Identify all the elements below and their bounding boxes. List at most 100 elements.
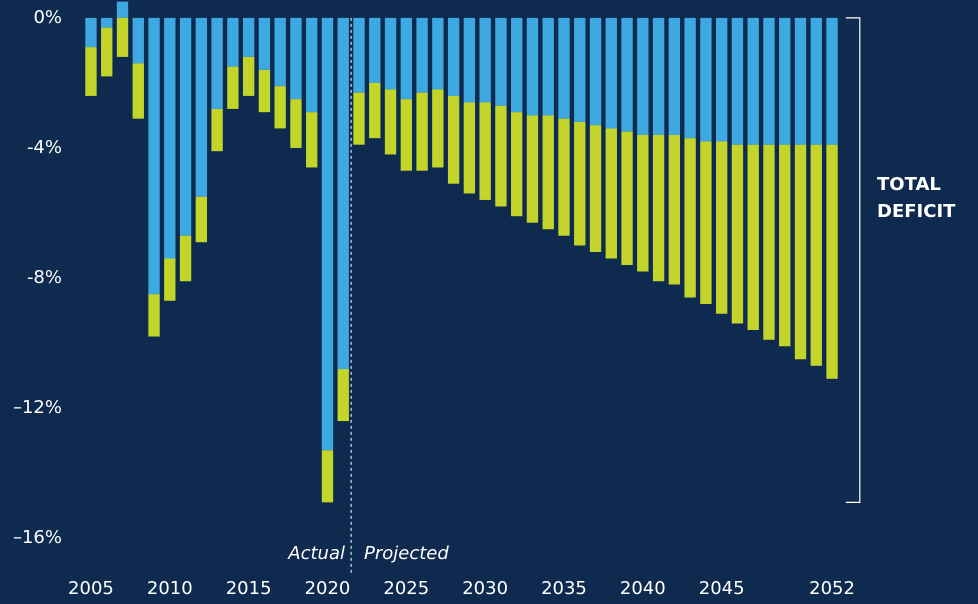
bar-segment: [747, 144, 759, 331]
bar-segment: [306, 17, 318, 113]
bar-segment: [369, 17, 381, 83]
bar-segment: [574, 121, 586, 246]
bar-segment: [779, 144, 791, 347]
bar-segment: [164, 17, 176, 259]
bar-segment: [715, 141, 728, 314]
bar-segment: [384, 17, 397, 90]
bar-segment: [179, 235, 192, 282]
bar-segment: [416, 17, 428, 93]
bar-segment: [290, 99, 302, 148]
bar-segment: [684, 17, 696, 139]
bar-segment: [116, 17, 129, 57]
bar-segment: [274, 17, 286, 87]
bar-segment: [700, 17, 712, 142]
actual-label: Actual: [287, 543, 345, 564]
bar-segment: [652, 134, 665, 282]
bar-segment: [195, 17, 208, 197]
bar-segment: [558, 17, 570, 119]
y-tick-label: –16%: [13, 527, 62, 548]
bar-segment: [779, 17, 791, 145]
bar-segment: [242, 17, 255, 57]
bar-segment: [148, 294, 160, 337]
x-tick-label: 2030: [462, 578, 508, 599]
bar-segment: [621, 17, 633, 132]
x-tick-label: 2040: [620, 578, 666, 599]
bar-segment: [353, 92, 365, 145]
bar-segment: [337, 369, 349, 422]
bar-segment: [605, 128, 617, 259]
bar-segment: [164, 258, 176, 301]
bar-segment: [384, 89, 397, 155]
bar-segment: [637, 17, 649, 135]
bar-segment: [101, 27, 113, 77]
bar-segment: [794, 17, 807, 145]
bar-segment: [432, 17, 444, 90]
bar-segment: [85, 47, 97, 96]
bar-segment: [700, 141, 712, 305]
bar-segment: [763, 144, 775, 340]
bar-segment: [526, 115, 539, 223]
bar-segment: [258, 17, 271, 70]
bar-segment: [794, 144, 807, 360]
bar-segment: [148, 17, 160, 295]
bar-segment: [432, 89, 444, 168]
x-tick-label: 2010: [147, 578, 193, 599]
y-tick-label: -4%: [27, 137, 62, 158]
bar-segment: [463, 102, 476, 194]
bar-segment: [400, 17, 412, 100]
bar-segment: [369, 82, 381, 139]
bar-segment: [826, 144, 838, 379]
bar-segment: [463, 17, 476, 103]
bar-segment: [637, 134, 649, 272]
x-tick-label: 2020: [305, 578, 351, 599]
bar-segment: [227, 17, 239, 67]
bar-segment: [132, 17, 144, 64]
bar-segment: [116, 1, 129, 18]
bar-segment: [400, 99, 412, 171]
bar-segment: [321, 17, 334, 451]
bar-segment: [132, 63, 144, 119]
bar-segment: [353, 17, 365, 93]
bar-segment: [179, 17, 192, 236]
x-tick-label: 2052: [809, 578, 855, 599]
bar-segment: [526, 17, 539, 116]
bar-segment: [479, 17, 491, 103]
bracket-label: TOTAL: [877, 174, 941, 195]
bar-segment: [652, 17, 665, 135]
bar-segment: [495, 105, 507, 207]
bar-segment: [195, 196, 208, 243]
x-tick-label: 2025: [383, 578, 429, 599]
bar-segment: [242, 56, 255, 96]
bar-segment: [574, 17, 586, 122]
bar-segment: [416, 92, 428, 171]
bar-segment: [447, 95, 460, 184]
x-tick-label: 2015: [226, 578, 272, 599]
bar-segment: [511, 112, 523, 217]
bar-segment: [589, 125, 602, 252]
y-tick-label: -8%: [27, 267, 62, 288]
bar-segment: [85, 17, 97, 48]
bracket: [845, 17, 861, 503]
bar-segment: [337, 17, 349, 370]
bar-segment: [258, 69, 271, 113]
bar-segment: [542, 17, 554, 116]
bar-segment: [668, 134, 681, 285]
bar-segment: [479, 102, 491, 200]
bar-segment: [495, 17, 507, 106]
y-tick-label: –12%: [13, 397, 62, 418]
x-tick-label: 2005: [68, 578, 114, 599]
bar-segment: [763, 17, 775, 145]
bar-segment: [810, 17, 822, 145]
bar-segment: [511, 17, 523, 113]
bar-segment: [589, 17, 602, 126]
bar-segment: [558, 118, 570, 236]
bar-segment: [731, 144, 744, 324]
bar-segment: [715, 17, 728, 142]
bar-segment: [101, 17, 113, 28]
projected-label: Projected: [364, 543, 449, 564]
bar-segment: [621, 131, 633, 265]
x-tick-label: 2035: [541, 578, 587, 599]
bar-segment: [684, 138, 696, 298]
bar-segment: [274, 86, 286, 129]
